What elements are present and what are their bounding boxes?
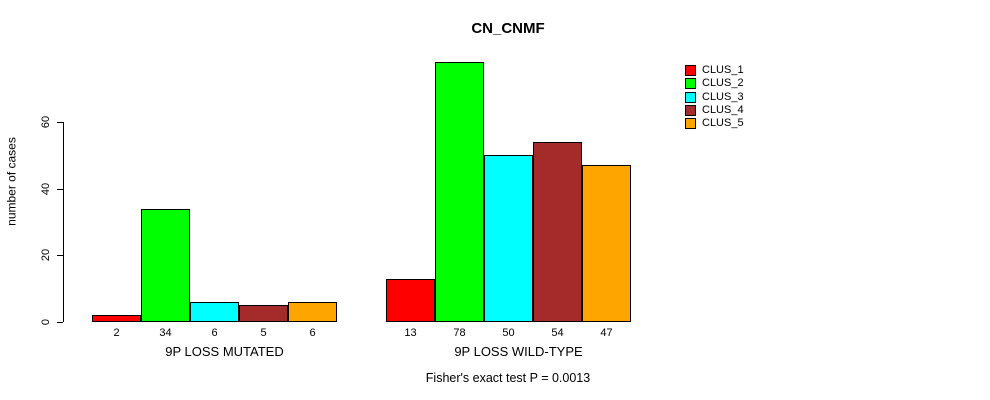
y-tick-mark bbox=[57, 255, 63, 256]
footnote: Fisher's exact test P = 0.0013 bbox=[425, 371, 591, 385]
y-tick-mark bbox=[57, 122, 63, 123]
bar-value-label: 47 bbox=[600, 327, 613, 339]
y-tick-label: 0 bbox=[40, 318, 52, 326]
bar-value-label: 5 bbox=[260, 327, 267, 339]
bar-clus_5-group1 bbox=[288, 302, 337, 322]
bar-clus_5-group2 bbox=[582, 165, 631, 322]
bar-value-label: 2 bbox=[113, 327, 120, 339]
bar-value-label: 6 bbox=[309, 327, 316, 339]
legend-swatch-clus_3 bbox=[685, 92, 696, 103]
y-tick-label: 20 bbox=[40, 248, 52, 262]
bar-value-label: 50 bbox=[502, 327, 515, 339]
legend-swatch-clus_2 bbox=[685, 78, 696, 89]
chart-title: CN_CNMF bbox=[471, 20, 545, 37]
bar-value-label: 6 bbox=[211, 327, 218, 339]
bar-clus_2-group1 bbox=[141, 209, 190, 322]
legend-label: CLUS_5 bbox=[702, 117, 744, 129]
bar-clus_1-group2 bbox=[386, 279, 435, 322]
legend-label: CLUS_1 bbox=[702, 64, 744, 76]
bar-value-label: 78 bbox=[453, 327, 466, 339]
y-axis-label: number of cases bbox=[4, 137, 19, 226]
x-category-label: 9P LOSS MUTATED bbox=[165, 344, 284, 359]
y-tick-label: 60 bbox=[40, 115, 52, 129]
legend-swatch-clus_1 bbox=[685, 65, 696, 76]
bar-value-label: 54 bbox=[551, 327, 564, 339]
y-tick-label: 40 bbox=[40, 182, 52, 196]
bar-clus_3-group1 bbox=[190, 302, 239, 322]
legend-label: CLUS_2 bbox=[702, 77, 744, 89]
x-category-label: 9P LOSS WILD-TYPE bbox=[454, 344, 583, 359]
bar-clus_3-group2 bbox=[484, 155, 533, 322]
bar-value-label: 13 bbox=[404, 327, 417, 339]
y-axis-line bbox=[63, 122, 64, 322]
bar-clus_2-group2 bbox=[435, 62, 484, 322]
legend-label: CLUS_4 bbox=[702, 104, 744, 116]
y-tick-mark bbox=[57, 322, 63, 323]
bar-clus_4-group2 bbox=[533, 142, 582, 322]
y-tick-mark bbox=[57, 189, 63, 190]
bar-clus_4-group1 bbox=[239, 305, 288, 322]
legend-swatch-clus_5 bbox=[685, 118, 696, 129]
legend-swatch-clus_4 bbox=[685, 105, 696, 116]
bar-value-label: 34 bbox=[159, 327, 172, 339]
bar-clus_1-group1 bbox=[92, 315, 141, 322]
legend-label: CLUS_3 bbox=[702, 91, 744, 103]
